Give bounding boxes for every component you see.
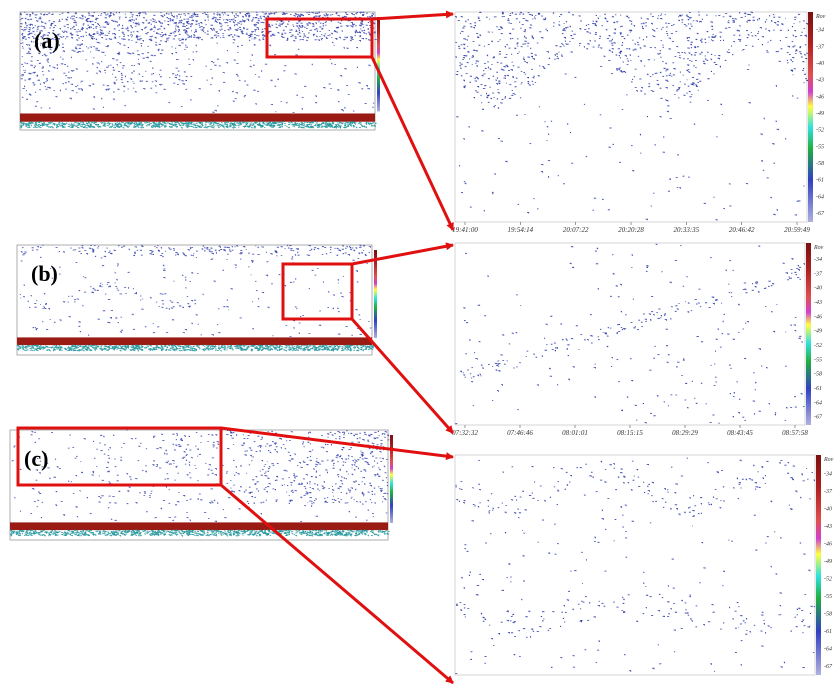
colorbar-label: -43 [824,523,832,530]
colorbar-label: -40 [824,505,832,512]
seabed [10,522,388,530]
colorbar [808,12,813,222]
colorbar-label: -64 [824,645,832,652]
colorbar-label: -34 [814,256,822,263]
time-tick-label: 08:15:15 [617,429,643,437]
time-tick-label: 19:54:14 [507,226,533,234]
time-tick-label: 08:43:45 [727,429,753,437]
colorbar [816,455,821,675]
seabed [20,113,375,121]
time-tick-label: 07:46:46 [507,429,533,437]
zoom-arrow [352,319,453,433]
colorbar-label: -34 [816,27,824,34]
zoom-arrow [372,14,453,19]
colorbar-title: Rov [813,245,824,251]
panel-label: (b) [31,261,58,286]
colorbar-label: -34 [824,470,832,477]
colorbar-label: -61 [816,178,824,184]
zoom-echogram [455,455,815,675]
page: (a) Rov -34 -37 -40 -43 -46 -49 -52 -55 -58 -61 -64 -… [0,0,836,687]
colorbar-title: Rov [815,14,826,20]
colorbar-label: -67 [814,415,823,421]
time-tick-label: 07:32:32 [452,429,478,437]
time-tick-label: 20:20:28 [618,226,644,234]
time-tick-label: 20:33:35 [673,226,699,234]
zoom-arrow [372,57,453,230]
colorbar-label: -58 [814,372,822,378]
colorbar-label: -58 [824,611,832,617]
colorbar-label: -64 [816,193,824,200]
time-tick-label: 08:01:01 [562,429,588,437]
colorbar [377,17,380,111]
zoom-echogram [455,12,807,222]
time-tick-label: 20:07:22 [563,226,589,234]
colorbar-label: -55 [816,144,824,150]
panel-label: (c) [24,446,48,471]
panel-label: (a) [34,28,60,53]
colorbar-label: -46 [816,93,824,100]
colorbar-label: -49 [816,110,824,117]
colorbar-label: -40 [816,60,824,67]
colorbar-label: -58 [816,161,824,167]
colorbar-label: -46 [814,313,822,320]
colorbar-label: -61 [814,386,822,392]
colorbar-label: -49 [824,558,832,565]
colorbar [374,250,377,338]
colorbar-label: -52 [816,128,824,134]
colorbar-label: -52 [814,343,822,349]
zoom-echogram [455,243,805,425]
colorbar-label: -46 [824,540,832,547]
time-tick-label: 08:29:29 [672,429,698,437]
colorbar-label: -49 [814,328,822,335]
colorbar-label: -55 [824,594,832,600]
time-tick-label: 19:41:00 [452,226,478,234]
colorbar-title: Rov [823,457,834,463]
figure: (a) Rov -34 -37 -40 -43 -46 -49 -52 -55 -58 -61 -64 -… [0,0,836,687]
colorbar-label: -61 [824,629,832,635]
colorbar-label: -40 [814,285,822,292]
time-tick-label: 20:59:49 [784,226,810,234]
colorbar-label: -37 [814,271,823,277]
colorbar-label: -55 [814,357,822,363]
colorbar-label: -64 [814,399,822,406]
time-tick-label: 08:57:58 [782,429,808,437]
colorbar-label: -43 [816,77,824,84]
time-tick-label: 20:46:42 [729,226,755,234]
colorbar-label: -67 [824,664,833,670]
colorbar-label: -37 [816,44,825,50]
seabed [17,337,372,345]
colorbar [806,243,811,425]
colorbar-label: -52 [824,576,832,582]
colorbar-label: -37 [824,489,833,495]
colorbar-label: -67 [816,211,825,217]
colorbar-label: -43 [814,299,822,306]
